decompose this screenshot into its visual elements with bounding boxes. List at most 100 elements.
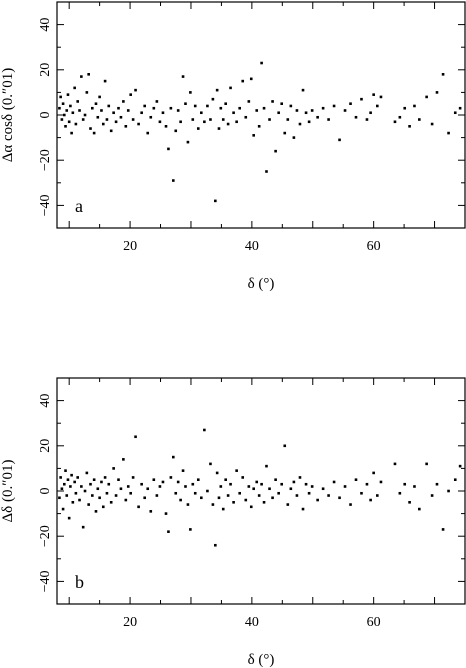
x-tick-label: 60 xyxy=(367,239,381,254)
data-point xyxy=(235,469,238,472)
data-point xyxy=(458,464,462,468)
data-point xyxy=(354,478,358,481)
data-point xyxy=(60,118,64,121)
panel-b: 20 40 60 −40 −20 0 20 40 b δ (°) Δδ (0.″01) xyxy=(0,377,466,668)
y-tick-label: 40 xyxy=(38,394,53,408)
y-tick-labels: −40 −20 0 20 40 xyxy=(38,18,53,217)
data-point xyxy=(112,467,115,470)
data-point xyxy=(83,113,87,117)
y-tick-label: 20 xyxy=(38,63,53,77)
data-point xyxy=(167,530,170,533)
x-axis-label: δ (°) xyxy=(248,276,275,292)
data-point xyxy=(413,485,416,488)
data-point xyxy=(354,115,358,119)
data-point xyxy=(92,131,96,135)
data-point xyxy=(249,505,253,509)
data-point xyxy=(219,106,223,110)
data-point xyxy=(286,503,290,506)
data-point xyxy=(149,115,153,119)
data-point xyxy=(179,120,182,124)
data-point xyxy=(277,111,280,115)
data-point xyxy=(289,104,293,108)
data-point xyxy=(134,435,137,439)
data-point xyxy=(200,496,203,500)
data-point xyxy=(379,480,383,484)
data-point xyxy=(215,471,219,475)
data-point xyxy=(155,494,159,497)
data-point xyxy=(155,100,159,103)
data-point xyxy=(327,494,330,497)
data-point xyxy=(301,88,305,92)
data-point xyxy=(143,496,146,500)
data-point xyxy=(369,111,372,115)
data-point xyxy=(221,118,225,121)
data-point xyxy=(96,115,100,119)
data-point xyxy=(369,498,372,502)
data-point xyxy=(107,482,111,486)
data-point xyxy=(229,86,232,90)
data-point xyxy=(67,516,71,520)
data-point xyxy=(71,111,75,115)
data-point xyxy=(206,489,209,493)
data-point xyxy=(280,482,284,486)
data-point xyxy=(425,462,428,466)
axis-ticks xyxy=(57,1,466,229)
data-point xyxy=(403,106,407,110)
data-point xyxy=(413,104,416,108)
data-point xyxy=(217,127,221,130)
data-point xyxy=(430,122,434,126)
data-point xyxy=(244,115,248,119)
data-point xyxy=(101,505,105,509)
data-point xyxy=(447,131,450,135)
data-point xyxy=(321,487,325,491)
data-point xyxy=(191,118,195,121)
data-point xyxy=(176,480,180,484)
data-point xyxy=(249,77,253,81)
data-point xyxy=(247,485,251,488)
data-point xyxy=(260,482,263,486)
data-point xyxy=(321,106,325,110)
data-point xyxy=(87,73,90,76)
data-point xyxy=(124,125,128,128)
data-point xyxy=(161,111,165,115)
data-point xyxy=(255,480,259,484)
data-point xyxy=(126,485,130,488)
data-point xyxy=(238,106,241,110)
data-point xyxy=(112,111,115,115)
y-tick-label: 0 xyxy=(38,488,53,495)
data-point xyxy=(206,104,209,108)
data-point xyxy=(73,86,76,90)
data-point xyxy=(161,480,165,484)
data-point xyxy=(143,104,146,108)
data-point xyxy=(81,118,85,121)
data-point xyxy=(109,129,113,133)
data-point xyxy=(232,501,235,504)
data-point xyxy=(109,501,113,504)
data-point xyxy=(271,496,274,500)
data-points xyxy=(58,61,462,203)
data-point xyxy=(307,120,311,124)
data-point xyxy=(85,471,89,475)
y-tick-label: −40 xyxy=(38,570,53,592)
data-point xyxy=(260,61,263,65)
data-point xyxy=(158,485,162,488)
y-axis-label: Δδ (0.″01) xyxy=(0,460,16,523)
data-point xyxy=(271,100,274,103)
data-point xyxy=(63,113,66,117)
data-point xyxy=(65,109,69,112)
data-point xyxy=(316,498,319,502)
data-point xyxy=(158,120,162,124)
data-point xyxy=(268,118,271,121)
data-point xyxy=(81,525,85,529)
data-point xyxy=(105,491,109,495)
data-point xyxy=(164,512,168,515)
data-point xyxy=(238,491,241,495)
plot-frame xyxy=(56,377,466,605)
data-point xyxy=(255,109,259,112)
data-point xyxy=(174,491,178,495)
data-point xyxy=(74,491,78,495)
data-point xyxy=(172,179,175,182)
data-point xyxy=(221,507,225,511)
data-point xyxy=(92,478,96,481)
